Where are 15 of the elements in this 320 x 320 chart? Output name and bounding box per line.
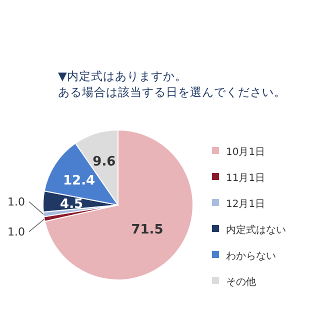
legend-label: その他 [226, 276, 256, 288]
legend-label: わからない [226, 251, 276, 262]
data-label: 1.0 [8, 226, 25, 239]
legend-label: 10月1日 [226, 147, 266, 158]
chart-subtitle: ある場合は該当する日を選んでください。 [58, 85, 286, 99]
pie-slice [44, 130, 194, 280]
legend-label: 11月1日 [226, 173, 266, 184]
data-label: 12.4 [63, 174, 96, 189]
data-label: 4.5 [60, 196, 84, 212]
data-label: 71.5 [131, 222, 164, 238]
data-label: 9.6 [92, 154, 116, 170]
data-label: 1.0 [8, 196, 25, 209]
legend-label: 内定式はない [226, 224, 286, 236]
chart-title: ▼内定式はありますか。 [58, 69, 187, 83]
legend-label: 12月1日 [226, 199, 266, 210]
